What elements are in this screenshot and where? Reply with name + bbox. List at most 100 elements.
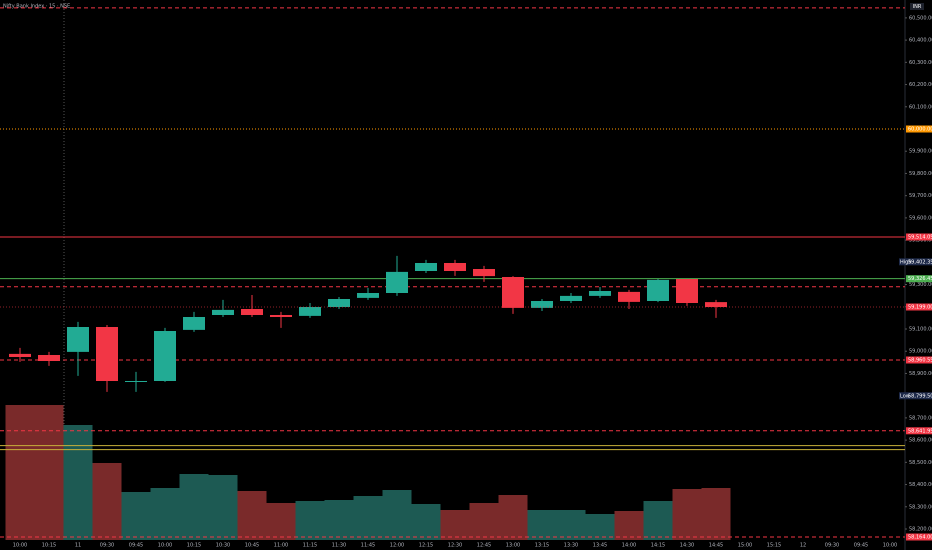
y-tick-label: 58,300.00: [909, 504, 932, 510]
currency: INR: [913, 4, 922, 10]
y-tick-label: 59,600.00: [909, 215, 932, 221]
candle-body: [647, 279, 669, 301]
candle-body: [38, 355, 60, 361]
candle-body: [502, 277, 524, 308]
x-tick-label: 09:30: [825, 543, 839, 549]
volume-bar: [92, 463, 122, 540]
volume-bar: [237, 491, 267, 540]
x-tick-label: 14:45: [709, 543, 723, 549]
marker-box: [899, 258, 932, 266]
x-tick-label: 14:30: [680, 543, 694, 549]
x-tick-label: 09:30: [100, 543, 114, 549]
volume-bar: [353, 496, 383, 540]
marker-box: [899, 392, 932, 400]
y-tick-label: 60,100.00: [909, 104, 932, 110]
volume-bar: [440, 510, 470, 540]
x-tick-label: 10:15: [187, 543, 201, 549]
volume-bar: [556, 510, 586, 540]
y-tick-label: 59,000.00: [909, 349, 932, 355]
x-tick-label: 10:30: [216, 543, 230, 549]
candle-body: [96, 327, 118, 381]
x-tick-label: 10:00: [883, 543, 897, 549]
x-tick-label: 12: [800, 543, 806, 549]
level-label: 58,960.55: [908, 357, 932, 363]
volume-bar: [585, 514, 615, 540]
candle-body: [270, 315, 292, 317]
y-tick-label: 58,500.00: [909, 460, 932, 466]
x-tick-label: 13:30: [564, 543, 578, 549]
volume-bar: [701, 488, 731, 540]
volume-bar: [527, 510, 557, 540]
y-tick-label: 59,300.00: [909, 282, 932, 288]
y-tick-label: 59,500.00: [909, 238, 932, 244]
candle-body: [9, 353, 31, 357]
y-tick-label: 59,100.00: [909, 327, 932, 333]
level-label-box: [906, 233, 932, 241]
candle-body: [241, 309, 263, 315]
y-tick-label: 58,200.00: [909, 527, 932, 533]
level-label: 60,000.00: [908, 127, 932, 133]
level-label: 59,514.05: [908, 234, 932, 240]
level-label: 58,641.95: [908, 428, 932, 434]
last-price-box: [906, 303, 932, 311]
volume-bar: [295, 501, 325, 540]
level-label: 59,326.45: [908, 276, 932, 282]
volume-bar: [179, 474, 209, 540]
candle-body: [415, 263, 437, 271]
x-tick-label: 11:00: [274, 543, 288, 549]
candle-body: [676, 279, 698, 303]
x-tick-label: 10:00: [158, 543, 172, 549]
y-tick-label: 60,400.00: [909, 38, 932, 44]
x-tick-label: 12:30: [448, 543, 462, 549]
x-tick-label: 13:15: [535, 543, 549, 549]
volume-bar: [34, 405, 64, 540]
marker-label: 59,402.35: [908, 259, 932, 265]
level-label-box: [906, 275, 932, 283]
x-tick-label: 12:45: [477, 543, 491, 549]
x-tick-label: 10:15: [42, 543, 56, 549]
x-tick-label: 15:00: [738, 543, 752, 549]
x-tick-label: 12:15: [419, 543, 433, 549]
candle-body: [705, 302, 727, 307]
volume-bar: [5, 405, 35, 540]
candle-body: [444, 263, 466, 271]
x-tick-label: 10:00: [13, 543, 27, 549]
candle-body: [183, 317, 205, 330]
x-tick-label: 11:15: [303, 543, 317, 549]
candle-body: [67, 327, 89, 352]
candle-body: [531, 301, 553, 308]
candle-body: [357, 293, 379, 298]
volume-bar: [324, 500, 354, 540]
x-tick-label: 11: [75, 543, 81, 549]
y-tick-label: 59,700.00: [909, 193, 932, 199]
x-tick-label: 11:30: [332, 543, 346, 549]
y-tick-label: 59,900.00: [909, 149, 932, 155]
volume-bar: [614, 511, 644, 540]
chart-title: Nifty Bank Index · 15 · NSE: [3, 4, 70, 10]
y-tick-label: 58,400.00: [909, 482, 932, 488]
x-tick-label: 14:00: [622, 543, 636, 549]
marker-name: Low: [900, 393, 910, 399]
x-tick-label: 10:45: [245, 543, 259, 549]
y-tick-label: 60,200.00: [909, 82, 932, 88]
candle-body: [328, 299, 350, 307]
y-tick-label: 58,700.00: [909, 415, 932, 421]
candle-body: [125, 381, 147, 382]
x-tick-label: 09:45: [129, 543, 143, 549]
candle-body: [212, 309, 234, 315]
y-tick-label: 60,500.00: [909, 15, 932, 21]
volume-bar: [150, 488, 180, 540]
x-tick-label: 11:45: [361, 543, 375, 549]
y-tick-label: 60,300.00: [909, 60, 932, 66]
currency-box: [910, 3, 924, 10]
volume-bar: [382, 490, 412, 540]
y-tick-label: 58,600.00: [909, 438, 932, 444]
candle-body: [386, 271, 408, 293]
candle-body: [154, 331, 176, 381]
volume-bar: [411, 504, 441, 540]
candle-body: [618, 291, 640, 302]
marker-label: 58,799.50: [908, 393, 932, 399]
